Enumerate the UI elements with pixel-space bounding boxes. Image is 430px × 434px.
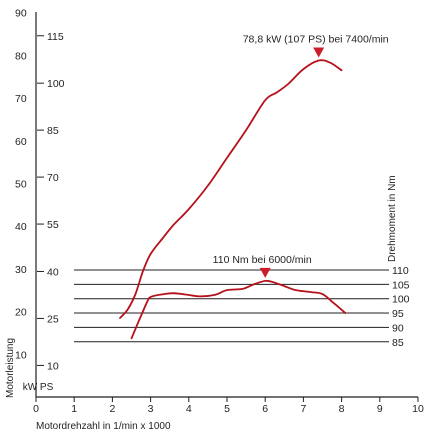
ps-tick-label: 70 xyxy=(47,172,59,184)
annotation-layer: 78,8 kW (107 PS) bei 7400/min 110 Nm bei … xyxy=(213,34,389,278)
y-axis-unit-label: kW PS xyxy=(23,382,54,393)
torque-tick-label: 95 xyxy=(392,308,404,320)
peak-power-marker xyxy=(313,47,325,58)
kw-tick-label: 10 xyxy=(15,349,27,361)
kw-tick-label: 70 xyxy=(15,93,27,105)
torque-axis-label: Drehmoment in Nm xyxy=(387,175,398,262)
power-curve xyxy=(119,59,343,319)
x-tick-label: 1 xyxy=(71,403,77,415)
x-tick-label: 4 xyxy=(186,403,192,415)
kw-tick-label: 50 xyxy=(15,179,27,191)
x-tick-label: 9 xyxy=(377,403,383,415)
kw-axis-ticks: 10 20 30 40 50 60 70 80 90 xyxy=(15,8,27,362)
x-tick-label: 0 xyxy=(33,403,39,415)
ps-axis-ticks: 10 25 40 55 70 85 100 115 xyxy=(37,31,65,372)
x-tick-label: 3 xyxy=(148,403,154,415)
kw-tick-label: 80 xyxy=(15,50,27,62)
kw-tick-label: 60 xyxy=(15,136,27,148)
x-tick-label: 7 xyxy=(300,403,306,415)
x-tick-label: 8 xyxy=(339,403,345,415)
peak-torque-marker xyxy=(259,267,271,278)
torque-tick-label: 85 xyxy=(392,337,404,349)
torque-curve xyxy=(130,279,347,340)
torque-tick-label: 100 xyxy=(392,294,410,306)
torque-axis-ticks: 85 90 95 100 105 110 xyxy=(383,265,410,349)
x-tick-label: 6 xyxy=(262,403,268,415)
x-axis-label: Motordrehzahl in 1/min x 1000 xyxy=(36,421,171,432)
ps-tick-label: 40 xyxy=(47,266,59,278)
torque-tick-label: 90 xyxy=(392,322,404,334)
x-axis-ticks: 0 1 2 3 4 5 6 7 8 9 10 xyxy=(33,397,424,415)
x-tick-label: 2 xyxy=(109,403,115,415)
kw-tick-label: 90 xyxy=(15,8,27,20)
ps-tick-label: 10 xyxy=(47,360,59,372)
kw-tick-label: 30 xyxy=(15,264,27,276)
peak-power-annotation: 78,8 kW (107 PS) bei 7400/min xyxy=(243,34,389,46)
ps-tick-label: 25 xyxy=(47,313,59,325)
torque-tick-label: 110 xyxy=(392,265,409,277)
x-tick-label: 5 xyxy=(224,403,230,415)
ps-tick-label: 115 xyxy=(47,31,64,43)
kw-tick-label: 40 xyxy=(15,221,27,233)
ps-tick-label: 55 xyxy=(47,219,59,231)
peak-torque-annotation: 110 Nm bei 6000/min xyxy=(213,254,312,266)
torque-tick-label: 105 xyxy=(392,279,410,291)
kw-tick-label: 20 xyxy=(15,307,27,319)
x-tick-label: 10 xyxy=(412,403,424,415)
ps-tick-label: 85 xyxy=(47,125,59,137)
ps-tick-label: 100 xyxy=(47,78,65,90)
y-axis-label: Motorleistung xyxy=(5,338,16,398)
series-layer xyxy=(119,59,347,340)
